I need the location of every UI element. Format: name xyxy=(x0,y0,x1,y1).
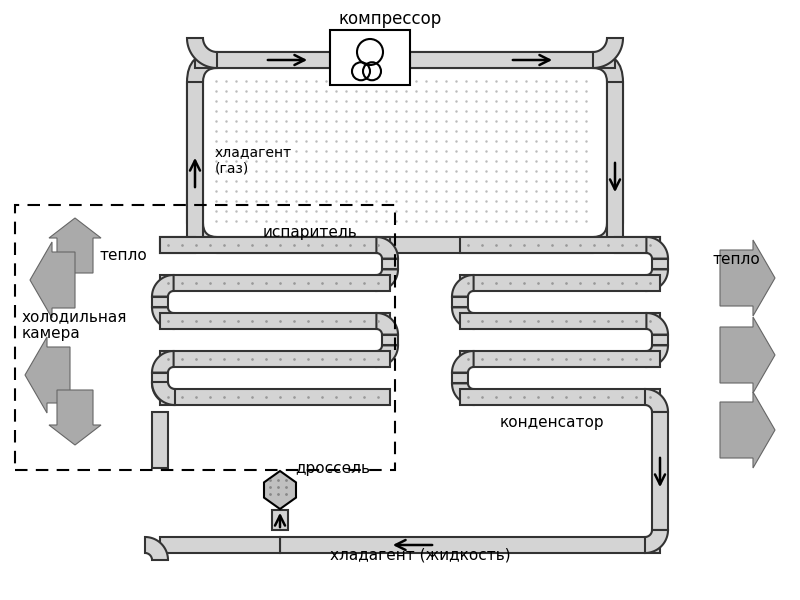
Polygon shape xyxy=(145,537,168,560)
Polygon shape xyxy=(645,389,668,412)
Bar xyxy=(195,52,330,68)
FancyBboxPatch shape xyxy=(203,68,607,237)
Text: тепло: тепло xyxy=(712,253,760,268)
Bar xyxy=(15,205,395,470)
Polygon shape xyxy=(646,237,668,259)
Bar xyxy=(272,510,288,530)
Bar xyxy=(160,351,390,367)
Polygon shape xyxy=(25,337,70,413)
Polygon shape xyxy=(49,390,101,445)
Bar xyxy=(452,373,468,383)
Polygon shape xyxy=(152,382,175,405)
Text: хладагент (жидкость): хладагент (жидкость) xyxy=(330,547,510,563)
Text: испаритель: испаритель xyxy=(262,225,358,240)
Polygon shape xyxy=(452,307,474,329)
Polygon shape xyxy=(187,38,217,68)
Bar xyxy=(460,351,660,367)
Text: конденсатор: конденсатор xyxy=(500,415,605,430)
Bar xyxy=(160,237,195,253)
Bar xyxy=(460,275,660,291)
Bar xyxy=(160,275,390,291)
Bar xyxy=(160,237,390,253)
Bar xyxy=(187,82,203,245)
Bar xyxy=(280,537,660,553)
Bar xyxy=(460,313,660,329)
Bar xyxy=(652,412,668,530)
Bar xyxy=(652,259,668,269)
Polygon shape xyxy=(30,242,75,318)
Text: дроссель: дроссель xyxy=(295,461,370,475)
Polygon shape xyxy=(646,313,668,335)
Polygon shape xyxy=(646,346,668,367)
Bar xyxy=(160,313,390,329)
Polygon shape xyxy=(452,383,474,405)
Text: компрессор: компрессор xyxy=(338,10,442,28)
Polygon shape xyxy=(720,240,775,316)
FancyBboxPatch shape xyxy=(187,52,623,253)
Bar xyxy=(607,82,623,245)
Text: хладагент
(газ): хладагент (газ) xyxy=(215,145,292,175)
Polygon shape xyxy=(452,275,474,296)
Polygon shape xyxy=(152,351,174,373)
Polygon shape xyxy=(376,237,398,259)
Bar xyxy=(460,237,660,253)
Polygon shape xyxy=(376,346,398,367)
Polygon shape xyxy=(152,383,174,405)
Polygon shape xyxy=(264,471,296,509)
Polygon shape xyxy=(593,38,623,68)
Bar xyxy=(152,296,168,307)
Polygon shape xyxy=(49,218,101,273)
Polygon shape xyxy=(646,269,668,291)
Bar xyxy=(160,537,280,553)
Bar xyxy=(652,335,668,346)
Bar xyxy=(330,30,410,85)
Polygon shape xyxy=(452,351,474,373)
Polygon shape xyxy=(152,275,174,296)
Bar xyxy=(460,389,660,405)
Text: тепло: тепло xyxy=(100,247,148,263)
Polygon shape xyxy=(152,307,174,329)
Bar xyxy=(615,237,660,253)
Bar xyxy=(382,259,398,269)
Bar xyxy=(152,412,168,468)
Polygon shape xyxy=(720,392,775,468)
Polygon shape xyxy=(376,269,398,291)
Polygon shape xyxy=(645,530,668,553)
Polygon shape xyxy=(720,317,775,393)
Text: холодильная
камера: холодильная камера xyxy=(22,309,127,341)
Bar xyxy=(452,296,468,307)
Bar xyxy=(152,373,168,383)
Bar xyxy=(160,389,390,405)
Bar xyxy=(410,52,615,68)
Bar xyxy=(382,335,398,346)
Polygon shape xyxy=(376,313,398,335)
